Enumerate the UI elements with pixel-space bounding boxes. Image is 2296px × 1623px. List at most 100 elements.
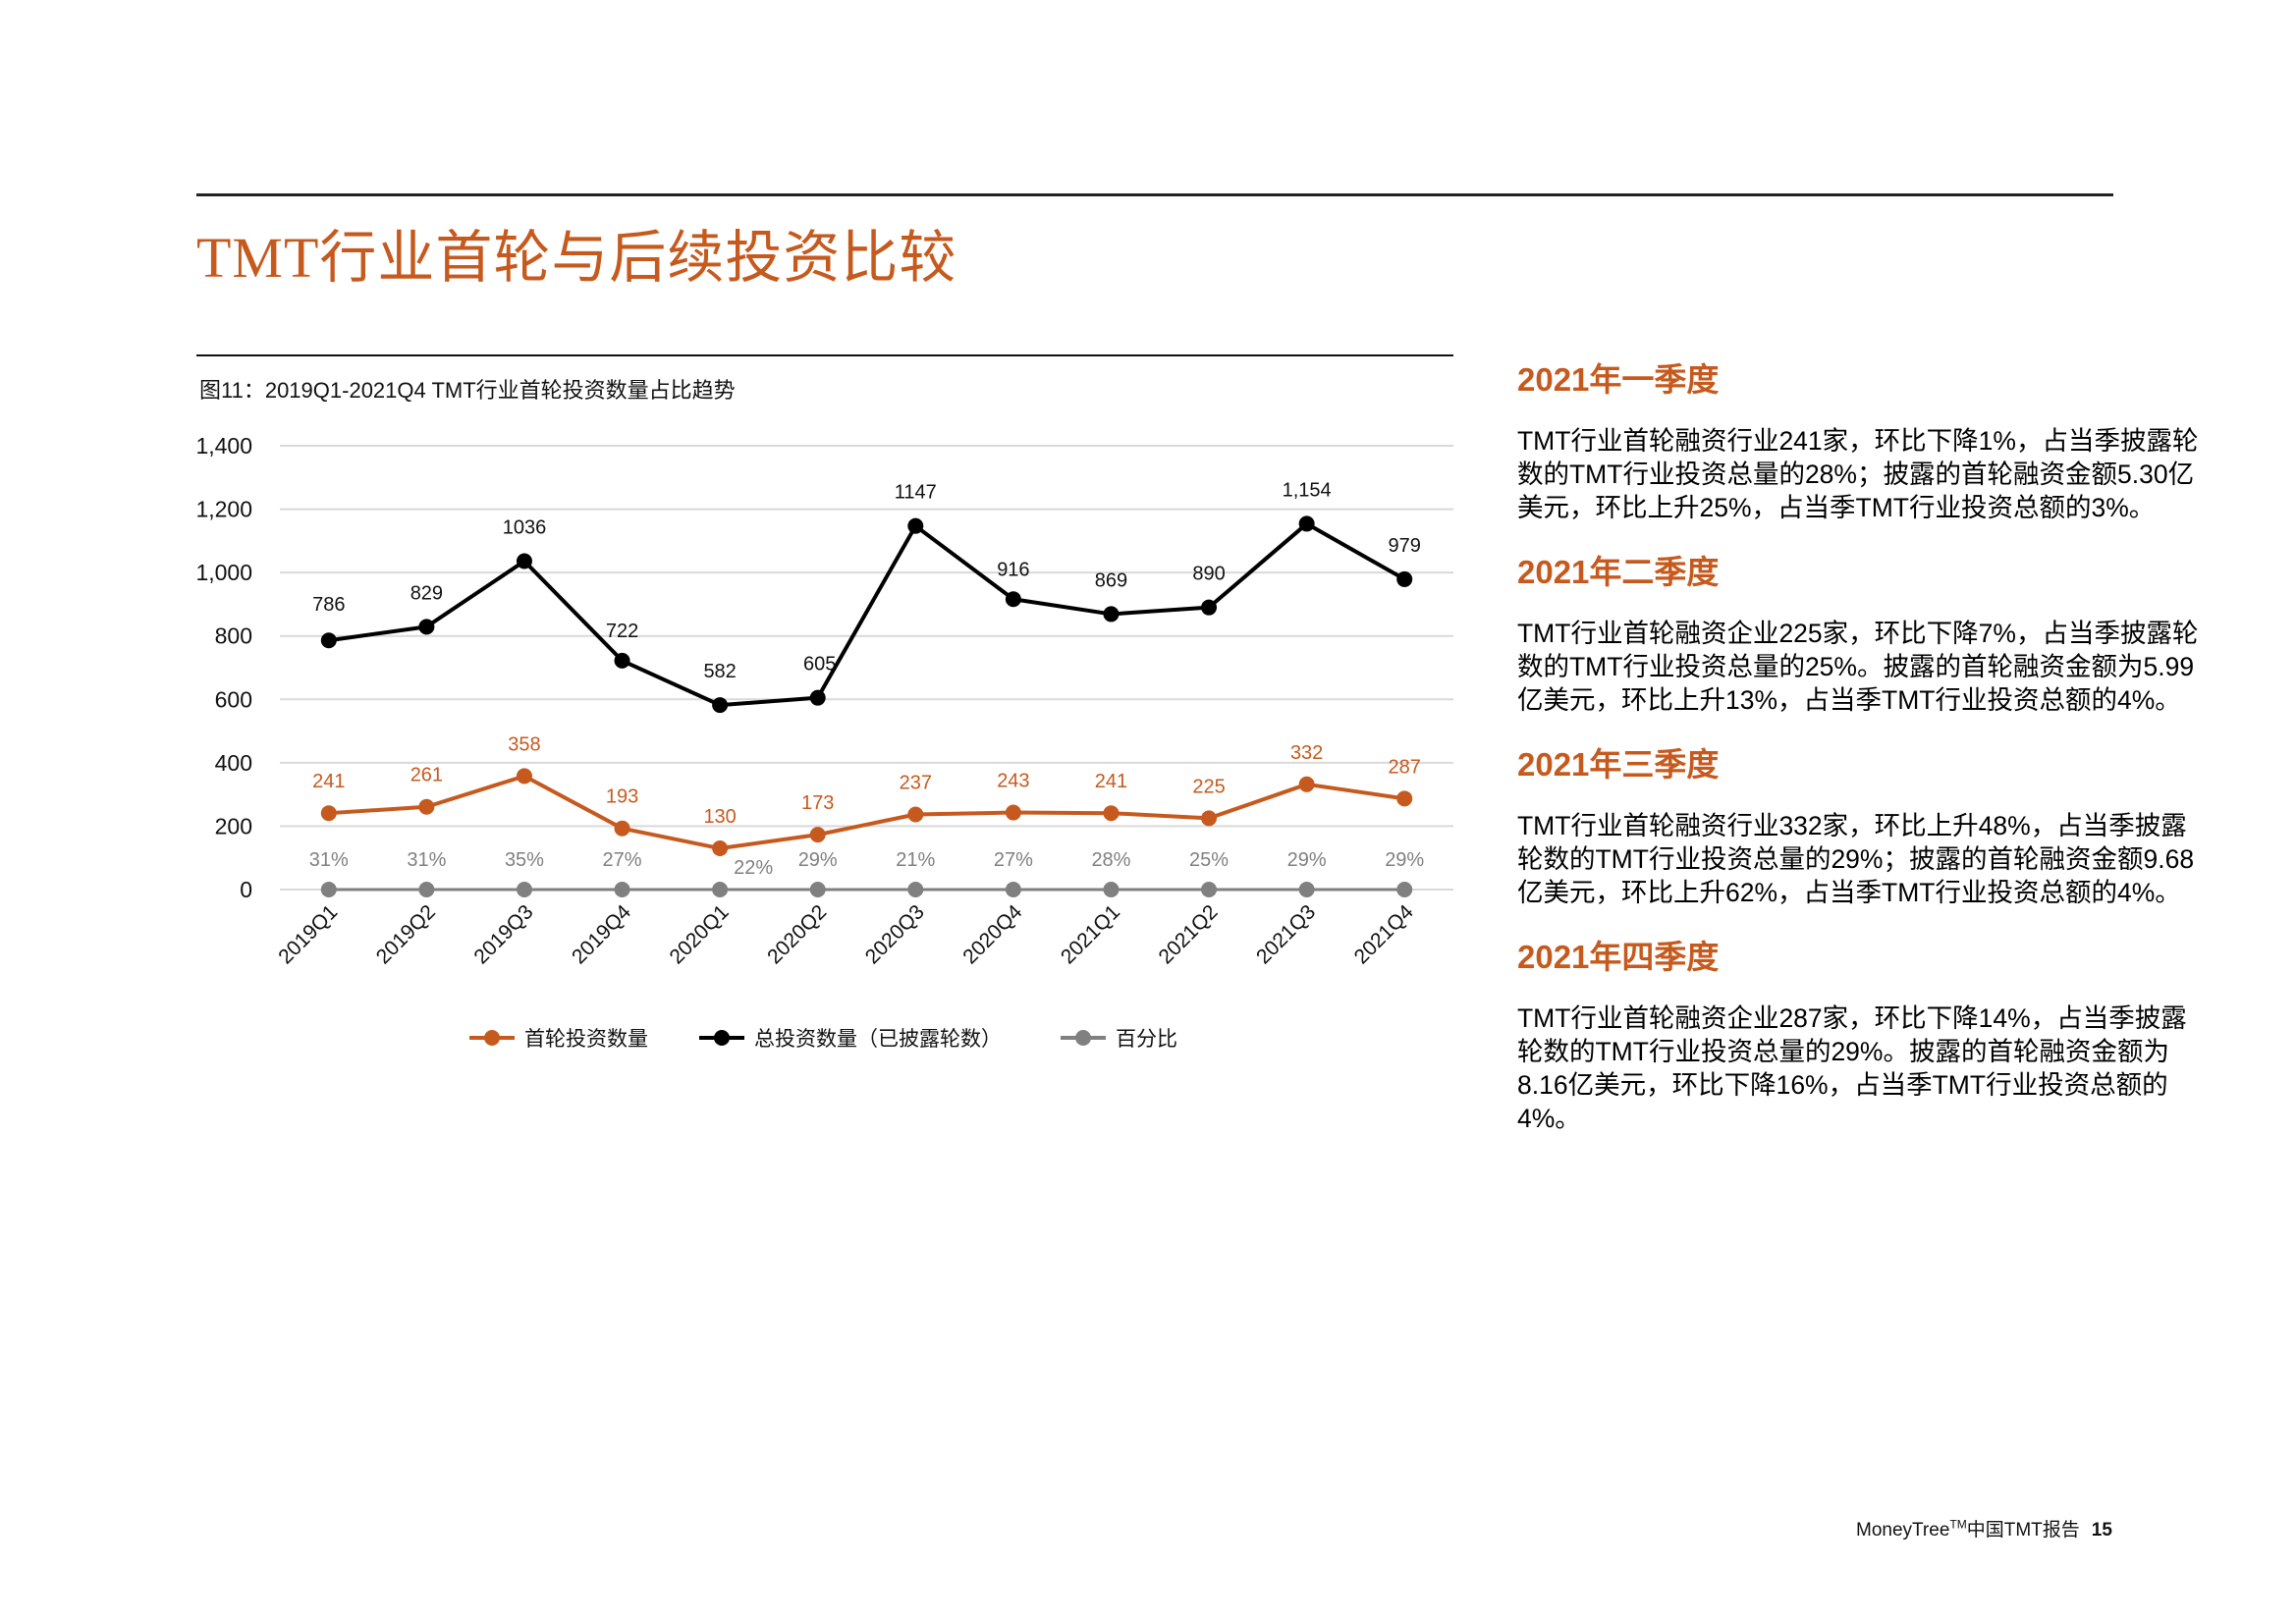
data-point <box>516 553 532 569</box>
data-label: 35% <box>505 849 544 871</box>
data-label: 829 <box>410 582 443 604</box>
page-footer: MoneyTreeTM中国TMT报告 15 <box>1856 1515 2112 1542</box>
data-label: 31% <box>407 849 446 871</box>
data-point <box>1396 790 1413 807</box>
data-point <box>1005 591 1021 608</box>
data-label: 916 <box>997 559 1029 580</box>
legend-swatch-marker <box>1075 1030 1091 1046</box>
data-label: 287 <box>1389 756 1421 778</box>
data-point <box>418 619 435 635</box>
data-point <box>320 632 337 649</box>
data-label: 27% <box>994 849 1033 871</box>
data-point <box>907 806 924 823</box>
legend-swatch-marker <box>714 1030 730 1046</box>
data-point <box>1005 882 1021 897</box>
section-q1: 2021年一季度 TMT行业首轮融资行业241家，环比下降1%，占当季披露轮数的… <box>1517 353 2205 524</box>
chart-rule <box>196 354 1453 356</box>
data-point <box>1396 570 1413 587</box>
data-label: 1036 <box>503 517 547 539</box>
data-point <box>712 697 729 714</box>
legend-swatch-marker <box>484 1030 500 1046</box>
x-tick-label: 2021Q4 <box>1350 900 1418 968</box>
data-label: 193 <box>606 786 638 808</box>
data-point <box>712 882 729 897</box>
x-tick-label: 2019Q3 <box>469 900 537 968</box>
section-body: TMT行业首轮融资行业241家，环比下降1%，占当季披露轮数的TMT行业投资总量… <box>1517 426 2199 522</box>
data-label: 1147 <box>895 482 937 504</box>
x-tick-label: 2019Q2 <box>372 900 440 968</box>
legend-label: 总投资数量（已披露轮数） <box>754 1028 1002 1051</box>
footer-brand: MoneyTree <box>1856 1520 1950 1541</box>
data-label: 1,154 <box>1283 479 1332 501</box>
data-label: 979 <box>1389 535 1421 557</box>
data-label: 28% <box>1091 849 1130 871</box>
data-point <box>1201 882 1218 897</box>
y-tick-label: 800 <box>215 623 252 649</box>
data-point <box>1298 776 1315 792</box>
data-label: 582 <box>703 661 736 682</box>
data-point <box>1103 805 1120 822</box>
x-tick-label: 2020Q1 <box>666 900 734 968</box>
x-tick-label: 2020Q4 <box>958 900 1026 968</box>
x-tick-label: 2020Q3 <box>861 900 929 968</box>
data-label: 173 <box>801 792 834 814</box>
data-point <box>614 652 630 669</box>
data-label: 261 <box>410 765 443 786</box>
data-point <box>1103 606 1120 622</box>
section-heading: 2021年三季度 <box>1517 746 1720 783</box>
data-point <box>907 882 924 897</box>
data-point <box>320 805 337 822</box>
data-label: 722 <box>606 621 638 642</box>
y-tick-label: 400 <box>215 750 252 776</box>
section-body: TMT行业首轮融资企业287家，环比下降14%，占当季披露轮数的TMT行业投资总… <box>1517 1003 2187 1133</box>
y-tick-label: 200 <box>215 813 252 839</box>
data-point <box>1298 515 1315 532</box>
data-point <box>614 882 630 897</box>
section-q4: 2021年四季度 TMT行业首轮融资企业287家，环比下降14%，占当季披露轮数… <box>1517 931 2205 1135</box>
footer-suffix: 中国TMT报告 <box>1966 1520 2080 1541</box>
series-line <box>328 521 1406 708</box>
section-body: TMT行业首轮融资行业332家，环比上升48%，占当季披露轮数的TMT行业投资总… <box>1517 811 2195 907</box>
x-tick-label: 2019Q1 <box>274 900 342 968</box>
line-chart: 0 200 400 600 800 1,000 1,200 1,400 2019Q1 2019Q2… <box>195 433 1453 1051</box>
section-heading: 2021年四季度 <box>1517 939 1720 975</box>
page-title: TMT行业首轮与后续投资比较 <box>196 226 957 290</box>
data-point <box>1201 810 1218 827</box>
data-point <box>1005 804 1021 821</box>
x-tick-label: 2021Q3 <box>1252 900 1320 968</box>
top-rule <box>196 193 2113 196</box>
data-point <box>1201 599 1218 616</box>
section-q2: 2021年二季度 TMT行业首轮融资企业225家，环比下降7%，占当季披露轮数的… <box>1517 546 2205 717</box>
data-label: 243 <box>997 771 1029 792</box>
x-tick-label: 2019Q4 <box>568 900 635 968</box>
data-label: 27% <box>603 849 642 871</box>
x-tick-label: 2020Q2 <box>763 900 831 968</box>
footer-tm: TM <box>1949 1517 1967 1532</box>
data-label: 890 <box>1192 564 1225 585</box>
data-label: 22% <box>734 857 773 879</box>
data-point <box>809 882 826 897</box>
y-tick-label: 0 <box>240 877 252 902</box>
y-tick-label: 600 <box>215 686 252 712</box>
data-label: 29% <box>1287 849 1327 871</box>
data-point <box>1103 882 1120 897</box>
data-point <box>809 689 826 706</box>
data-point <box>516 882 532 897</box>
section-heading: 2021年二季度 <box>1517 554 1720 590</box>
commentary-panel: 2021年一季度 TMT行业首轮融资行业241家，环比下降1%，占当季披露轮数的… <box>1517 353 2205 1157</box>
data-label: 605 <box>803 654 836 676</box>
data-point <box>1298 882 1315 897</box>
data-point <box>1396 882 1413 897</box>
data-point <box>418 798 435 815</box>
data-label: 869 <box>1095 569 1127 591</box>
data-label: 225 <box>1192 776 1225 797</box>
data-label: 786 <box>312 594 345 616</box>
series-line <box>328 774 1405 851</box>
legend-label: 百分比 <box>1116 1028 1177 1051</box>
chart-title: 图11：2019Q1-2021Q4 TMT行业首轮投资数量占比趋势 <box>199 378 736 403</box>
data-label: 358 <box>508 733 540 755</box>
y-tick-label: 1,200 <box>195 497 252 522</box>
data-point <box>907 517 924 534</box>
x-tick-label: 2021Q1 <box>1057 900 1124 968</box>
y-tick-label: 1,000 <box>195 560 252 585</box>
